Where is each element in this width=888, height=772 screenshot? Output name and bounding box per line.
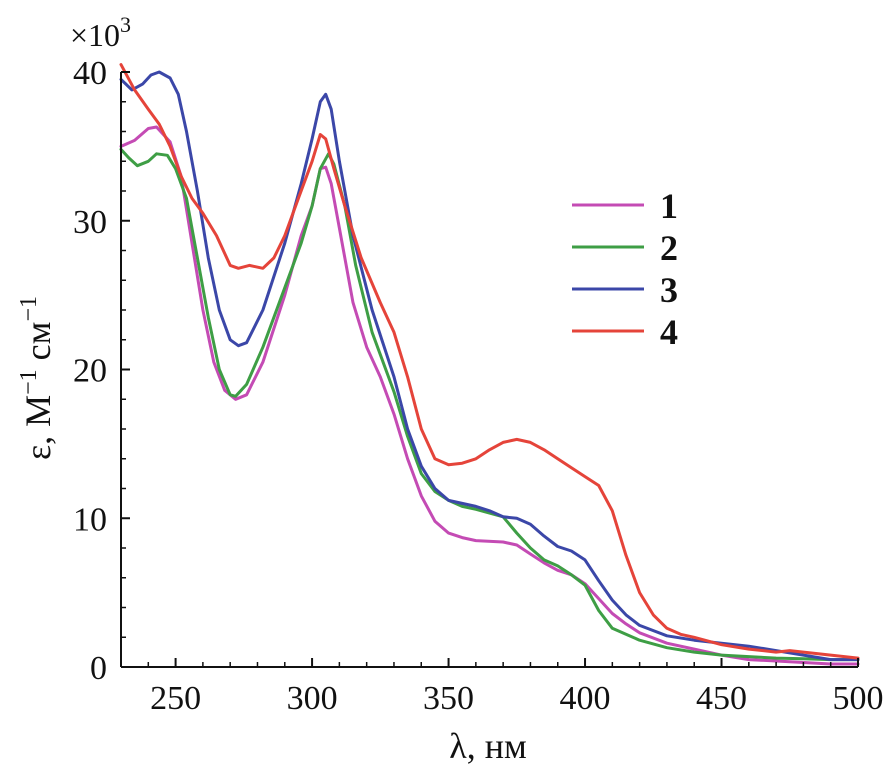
x-axis-label: λ, нм bbox=[449, 726, 527, 766]
series-2-line bbox=[119, 147, 860, 662]
series-3-line bbox=[119, 70, 860, 662]
legend-label-1: 1 bbox=[660, 186, 678, 226]
legend-label-2: 2 bbox=[660, 228, 678, 268]
legend-label-3: 3 bbox=[660, 270, 678, 310]
y-tick-label: 20 bbox=[73, 353, 107, 390]
series-1-line bbox=[119, 125, 860, 666]
y-axis-label: ε, M−1 см−1 bbox=[16, 296, 58, 460]
axes: 250 300 350 400 450 500 0 10 20 30 40 bbox=[73, 55, 884, 717]
series-4-line bbox=[119, 63, 860, 660]
y-tick-label: 0 bbox=[90, 650, 107, 687]
legend-label-4: 4 bbox=[660, 312, 678, 352]
y-tick-label: 30 bbox=[73, 204, 107, 241]
x-tick-label: 500 bbox=[833, 680, 884, 717]
y-multiplier-label: ×103 bbox=[70, 12, 131, 53]
x-tick-label: 450 bbox=[696, 680, 747, 717]
series-layer bbox=[119, 63, 860, 666]
x-tick-label: 300 bbox=[287, 680, 338, 717]
x-tick-label: 250 bbox=[150, 680, 201, 717]
x-tick-label: 400 bbox=[560, 680, 611, 717]
x-tick-label: 350 bbox=[423, 680, 474, 717]
y-tick-label: 40 bbox=[73, 55, 107, 92]
y-tick-label: 10 bbox=[73, 501, 107, 538]
